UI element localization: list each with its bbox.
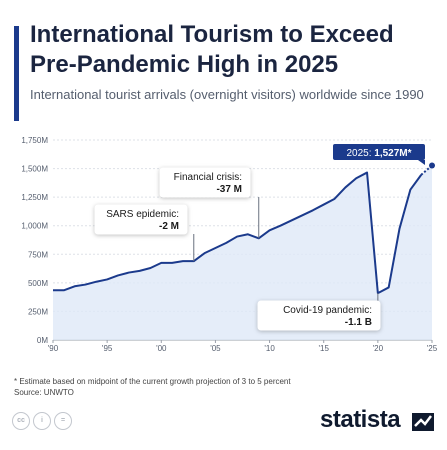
annotation-value: -2 M (159, 221, 179, 232)
x-tick-label: '05 (210, 344, 221, 353)
nd-icon[interactable]: = (54, 412, 72, 430)
y-tick-label: 750M (28, 250, 48, 259)
x-tick-label: '90 (48, 344, 59, 353)
annotation-label: Covid-19 pandemic: (283, 305, 372, 316)
area-fill (53, 165, 432, 340)
callout-prefix: 2025: (346, 148, 374, 159)
callout-label: 2025: 1,527M* (346, 148, 411, 159)
x-tick-label: '10 (264, 344, 275, 353)
x-tick-label: '20 (373, 344, 384, 353)
annotation-box (94, 204, 188, 235)
data-point (429, 162, 435, 169)
footnote: * Estimate based on midpoint of the curr… (14, 376, 434, 398)
title-accent-bar (14, 26, 19, 121)
annotation-box (159, 167, 251, 198)
y-tick-label: 500M (28, 279, 48, 288)
y-tick-label: 0M (37, 336, 48, 345)
annotation-value: -37 M (216, 184, 242, 195)
callout-pointer (418, 160, 425, 165)
page-title: International Tourism to Exceed Pre-Pand… (30, 21, 394, 78)
annotation-label: SARS epidemic: (106, 209, 179, 220)
statista-logo[interactable]: statista (320, 406, 401, 433)
by-icon[interactable]: i (33, 412, 51, 430)
footnote-note: * Estimate based on midpoint of the curr… (14, 377, 291, 386)
y-tick-label: 1,250M (21, 193, 48, 202)
y-tick-label: 1,000M (21, 222, 48, 231)
page-subtitle: International tourist arrivals (overnigh… (30, 87, 424, 102)
cc-icon[interactable]: cc (12, 412, 30, 430)
annotation-box (257, 300, 381, 331)
x-tick-label: '95 (102, 344, 113, 353)
x-tick-label: '25 (427, 344, 438, 353)
license-icons: cc i = (12, 412, 72, 430)
y-tick-label: 1,750M (21, 136, 48, 145)
x-tick-label: '00 (156, 344, 167, 353)
annotation-label: Financial crisis: (174, 172, 242, 183)
callout-value: 1,527M* (374, 148, 411, 159)
annotation-value: -1.1 B (345, 317, 372, 328)
y-tick-label: 250M (28, 307, 48, 316)
footnote-source: Source: UNWTO (14, 388, 74, 397)
y-tick-label: 1,500M (21, 165, 48, 174)
statista-logo-mark-icon (412, 413, 434, 431)
x-tick-label: '15 (318, 344, 329, 353)
callout-box (333, 144, 425, 160)
